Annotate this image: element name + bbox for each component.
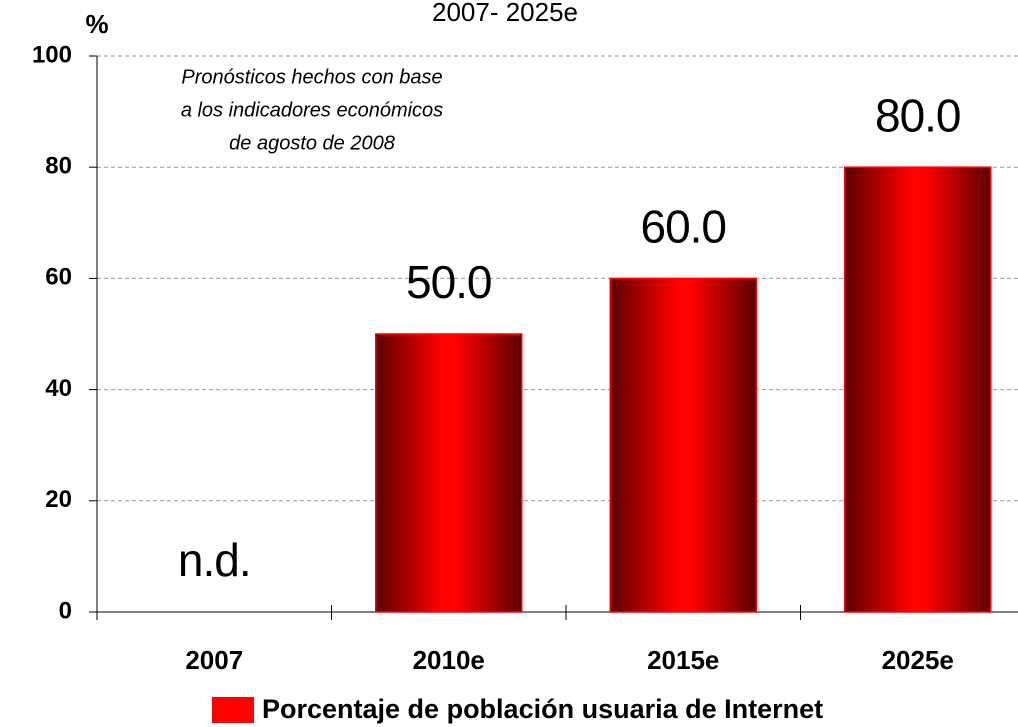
x-tick-label: 2015e	[647, 645, 719, 675]
bar	[609, 277, 757, 613]
value-label: n.d.	[178, 534, 251, 586]
y-tick-label: 80	[45, 153, 72, 180]
y-tick-label: 60	[45, 264, 72, 291]
annotation: a los indicadores económicos	[181, 99, 443, 121]
chart-title: 2007- 2025e	[432, 0, 578, 27]
legend-label: Porcentaje de población usuaria de Inter…	[262, 694, 823, 724]
value-label: 60.0	[640, 201, 726, 253]
value-label: 80.0	[875, 89, 961, 141]
y-tick-label: 40	[45, 375, 72, 402]
annotation: de agosto de 2008	[229, 132, 395, 154]
y-axis-label: %	[85, 9, 108, 39]
y-tick-label: 100	[32, 41, 72, 68]
y-tick-label: 20	[45, 486, 72, 513]
y-tick-label: 0	[59, 597, 72, 624]
bar	[375, 333, 523, 613]
x-tick-label: 2025e	[882, 645, 954, 675]
annotation: Pronósticos hechos con base	[181, 66, 442, 88]
bar	[844, 166, 992, 613]
value-label: 50.0	[406, 256, 492, 308]
x-tick-label: 2010e	[413, 645, 485, 675]
x-tick-label: 2007	[185, 645, 243, 675]
legend-swatch	[212, 697, 254, 723]
